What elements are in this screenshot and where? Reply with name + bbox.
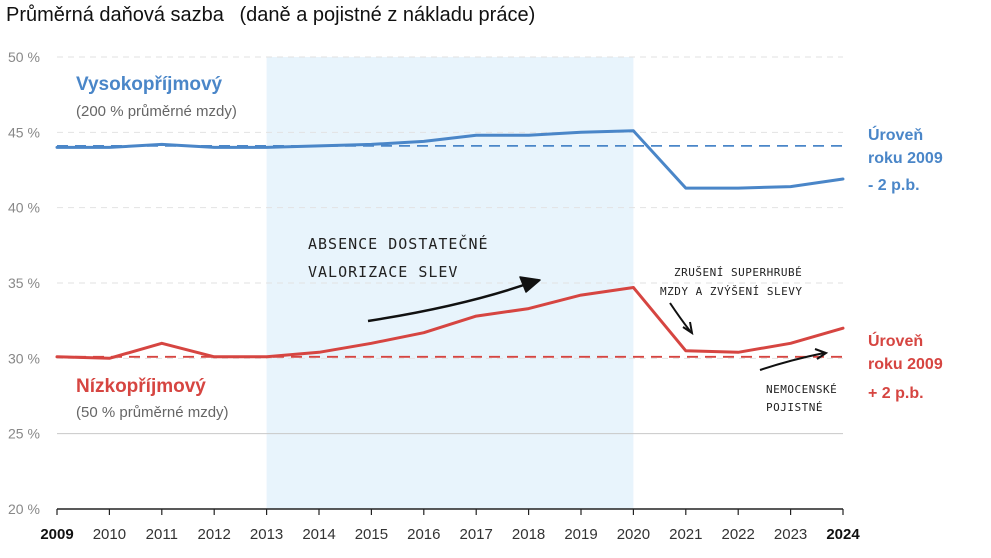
- x-tick-label: 2019: [564, 526, 597, 543]
- series-labels: Vysokopříjmový (200 % průměrné mzdy) Níz…: [76, 74, 943, 421]
- series-lines: [55, 129, 845, 360]
- x-tick-label: 2010: [93, 526, 126, 543]
- annotation-nemocenske-1: NEMOCENSKÉ: [766, 383, 837, 396]
- chart-title-block: Průměrná daňová sazba (daně a pojistné z…: [6, 4, 535, 27]
- x-tick-label: 2013: [250, 526, 283, 543]
- series-note-low: (50 % průměrné mzdy): [76, 404, 229, 421]
- y-tick-label: 40 %: [8, 200, 40, 216]
- x-tick-label: 2018: [512, 526, 545, 543]
- y-tick-label: 30 %: [8, 350, 40, 366]
- x-tick-label: 2017: [460, 526, 493, 543]
- series-line-high: [55, 129, 845, 190]
- x-axis-ticks: 2009 2010 2011 2012 2013 2014 2015 2016 2017 2018…: [40, 509, 860, 543]
- series-name-low: Nízkopříjmový: [76, 376, 206, 397]
- ref-label-high-2: roku 2009: [868, 150, 943, 167]
- arrow-superhruba: [669, 302, 691, 332]
- y-axis-ticks: 20 % 25 % 30 % 35 % 40 % 45 % 50 %: [8, 49, 40, 517]
- annotation-valorizace-1: ABSENCE DOSTATEČNÉ: [308, 234, 489, 253]
- x-tick-label: 2020: [617, 526, 650, 543]
- ref-label-high-3: - 2 p.b.: [868, 177, 920, 194]
- arrowhead-superhruba: [682, 321, 694, 336]
- arrow-valorizace: [367, 278, 539, 323]
- annotation-superhruba-2: MZDY A ZVÝŠENÍ SLEVY: [660, 285, 802, 298]
- annotation-nemocenske-2: POJISTNÉ: [766, 401, 823, 414]
- x-tick-label: 2009: [40, 526, 73, 543]
- x-tick-label: 2024: [826, 526, 860, 543]
- x-tick-label: 2012: [198, 526, 231, 543]
- y-tick-label: 35 %: [8, 275, 40, 291]
- series-line-low: [55, 286, 845, 360]
- x-tick-label: 2014: [302, 526, 335, 543]
- ref-label-low-2: roku 2009: [868, 356, 943, 373]
- y-tick-label: 20 %: [8, 501, 40, 517]
- series-name-high: Vysokopříjmový: [76, 74, 223, 95]
- annotation-valorizace-2: VALORIZACE SLEV: [308, 263, 458, 281]
- arrowhead-valorizace: [519, 276, 541, 293]
- x-tick-label: 2022: [722, 526, 755, 543]
- x-tick-label: 2011: [146, 526, 178, 543]
- x-tick-label: 2023: [774, 526, 807, 543]
- chart-title: Průměrná daňová sazba: [6, 4, 224, 26]
- y-tick-label: 25 %: [8, 426, 40, 442]
- x-tick-label: 2016: [407, 526, 440, 543]
- arrowhead-nemocenske: [814, 348, 829, 360]
- chart-subtitle: (daně a pojistné z nákladu práce): [239, 4, 536, 26]
- y-tick-label: 45 %: [8, 124, 40, 140]
- annotation-superhruba-1: ZRUŠENÍ SUPERHRUBÉ: [674, 266, 802, 279]
- grid-lines: [57, 56, 843, 510]
- arrow-nemocenske: [759, 352, 825, 371]
- ref-label-low-1: Úroveň: [868, 331, 923, 350]
- ref-label-high-1: Úroveň: [868, 125, 923, 144]
- ref-label-low-3: + 2 p.b.: [868, 385, 924, 402]
- annotations: ABSENCE DOSTATEČNÉ VALORIZACE SLEV ZRUŠE…: [308, 234, 837, 414]
- x-tick-label: 2021: [669, 526, 702, 543]
- series-note-high: (200 % průměrné mzdy): [76, 103, 237, 120]
- x-tick-label: 2015: [355, 526, 388, 543]
- y-tick-label: 50 %: [8, 49, 40, 65]
